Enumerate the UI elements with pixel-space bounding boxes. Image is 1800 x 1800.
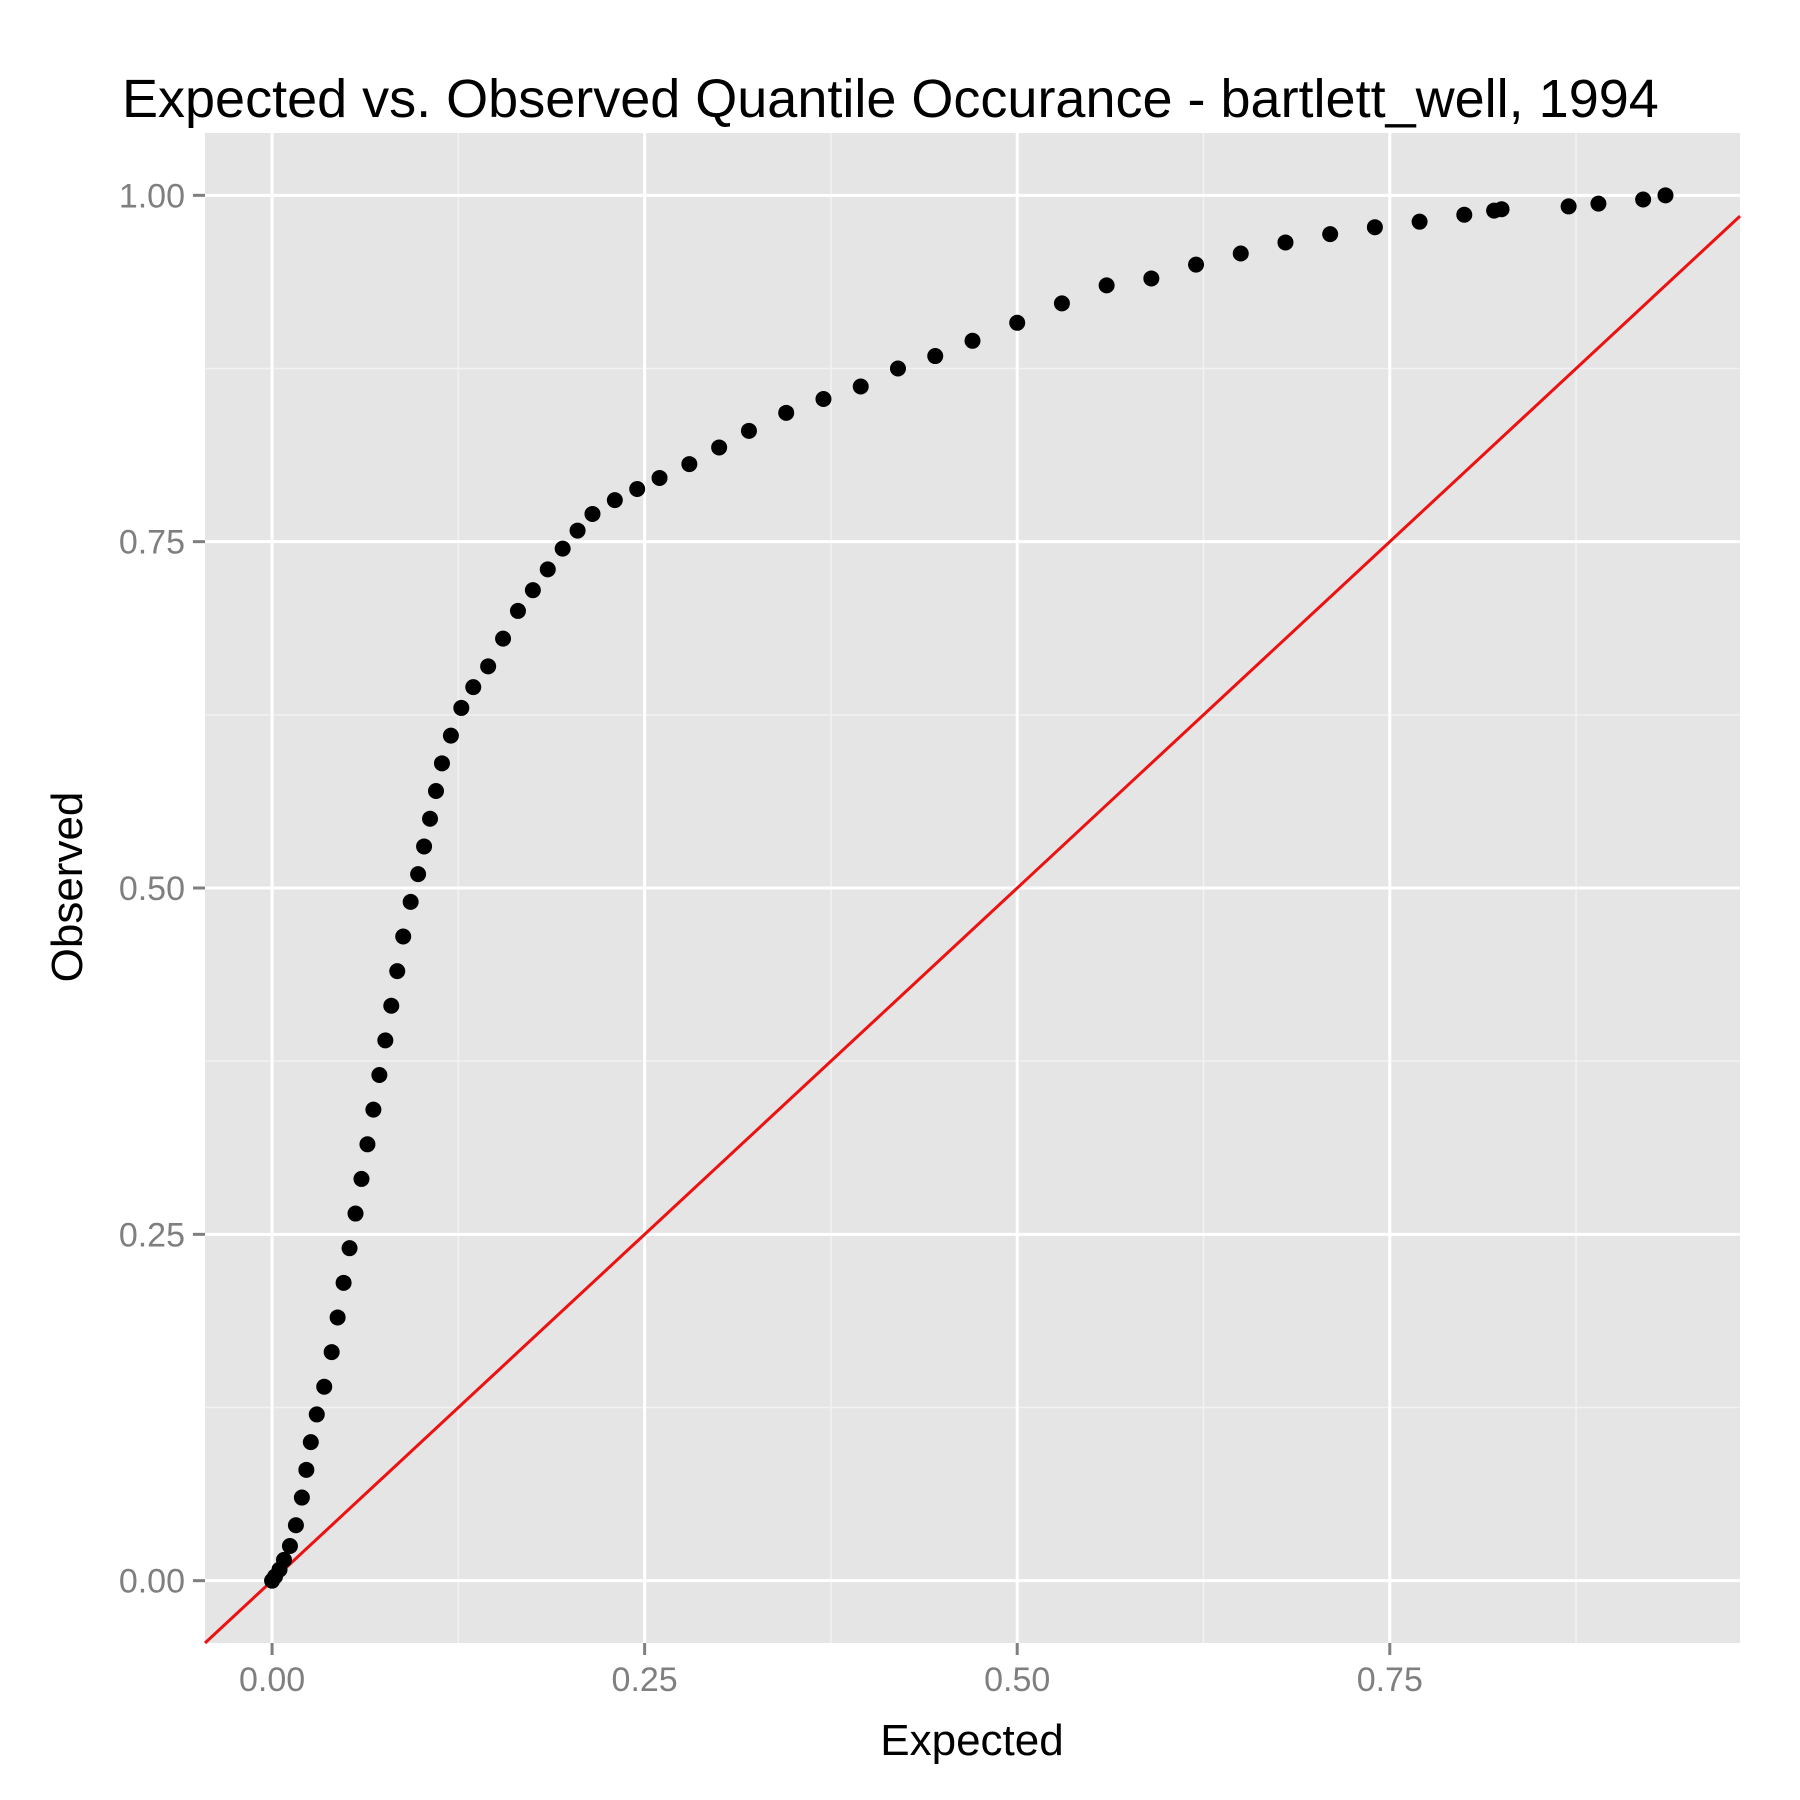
data-point <box>495 630 512 647</box>
data-point <box>433 755 450 772</box>
data-point <box>281 1538 298 1555</box>
data-point <box>427 783 444 800</box>
chart-title: Expected vs. Observed Quantile Occurance… <box>122 69 1659 129</box>
x-tick-label: 0.75 <box>1357 1661 1423 1699</box>
data-point <box>584 505 601 522</box>
data-point <box>329 1309 346 1326</box>
y-tick-label: 0.25 <box>119 1216 185 1254</box>
data-point <box>1322 226 1339 243</box>
data-point <box>395 928 412 945</box>
data-point <box>964 332 981 349</box>
data-point <box>293 1489 310 1506</box>
data-point <box>287 1517 304 1534</box>
data-point <box>453 699 470 716</box>
data-point <box>740 422 757 439</box>
data-point <box>1590 195 1607 212</box>
reference-line <box>203 215 1742 1645</box>
data-point <box>1098 277 1115 294</box>
data-point <box>1009 314 1026 331</box>
data-point <box>711 439 728 456</box>
data-point <box>275 1551 292 1568</box>
data-point <box>1053 295 1070 312</box>
data-point <box>554 540 571 557</box>
data-point <box>1657 187 1674 204</box>
data-point <box>1143 270 1160 287</box>
y-tick-label: 0.50 <box>119 870 185 908</box>
data-points <box>264 187 1674 1589</box>
data-point <box>359 1136 376 1153</box>
data-point <box>308 1406 325 1423</box>
data-point <box>539 561 556 578</box>
data-point <box>1456 206 1473 223</box>
data-point <box>1232 245 1249 262</box>
data-point <box>1635 191 1652 208</box>
data-point <box>889 360 906 377</box>
data-point <box>422 810 439 827</box>
x-axis: 0.00 0.25 0.50 0.75 <box>239 1643 1423 1699</box>
data-point <box>465 679 482 696</box>
data-point <box>927 348 944 365</box>
data-point <box>1366 219 1383 236</box>
data-point <box>302 1434 319 1451</box>
data-point <box>353 1170 370 1187</box>
y-axis-title: Observed <box>43 792 92 983</box>
data-point <box>410 866 427 883</box>
x-tick-label: 0.25 <box>612 1661 678 1699</box>
data-point <box>1493 201 1510 218</box>
data-point <box>480 658 497 675</box>
data-point <box>335 1274 352 1291</box>
data-point <box>509 602 526 619</box>
data-point <box>1188 256 1205 273</box>
data-point <box>383 997 400 1014</box>
x-tick-label: 0.00 <box>239 1661 305 1699</box>
data-point <box>389 963 406 980</box>
data-point <box>524 582 541 599</box>
data-point <box>442 727 459 744</box>
data-point <box>651 469 668 486</box>
data-point <box>569 522 586 539</box>
data-point <box>852 378 869 395</box>
data-point <box>1411 213 1428 230</box>
x-tick-label: 0.50 <box>984 1661 1050 1699</box>
data-point <box>402 893 419 910</box>
data-point <box>365 1101 382 1118</box>
data-point <box>1277 234 1294 251</box>
data-point <box>416 838 433 855</box>
y-axis: 0.00 0.25 0.50 0.75 1.00 <box>119 177 205 1601</box>
data-point <box>778 404 795 421</box>
y-tick-label: 0.75 <box>119 524 185 562</box>
y-tick-label: 1.00 <box>119 177 185 215</box>
data-point <box>681 456 698 473</box>
data-point <box>629 481 646 498</box>
y-tick-label: 0.00 <box>119 1563 185 1601</box>
data-point <box>316 1378 333 1395</box>
data-point <box>341 1240 358 1257</box>
data-point <box>323 1344 340 1361</box>
data-point <box>377 1032 394 1049</box>
data-point <box>347 1205 364 1222</box>
data-point <box>371 1067 388 1084</box>
data-point <box>606 492 623 509</box>
data-point <box>1560 198 1577 215</box>
data-point <box>815 390 832 407</box>
x-axis-title: Expected <box>880 1716 1063 1765</box>
data-point <box>298 1461 315 1478</box>
